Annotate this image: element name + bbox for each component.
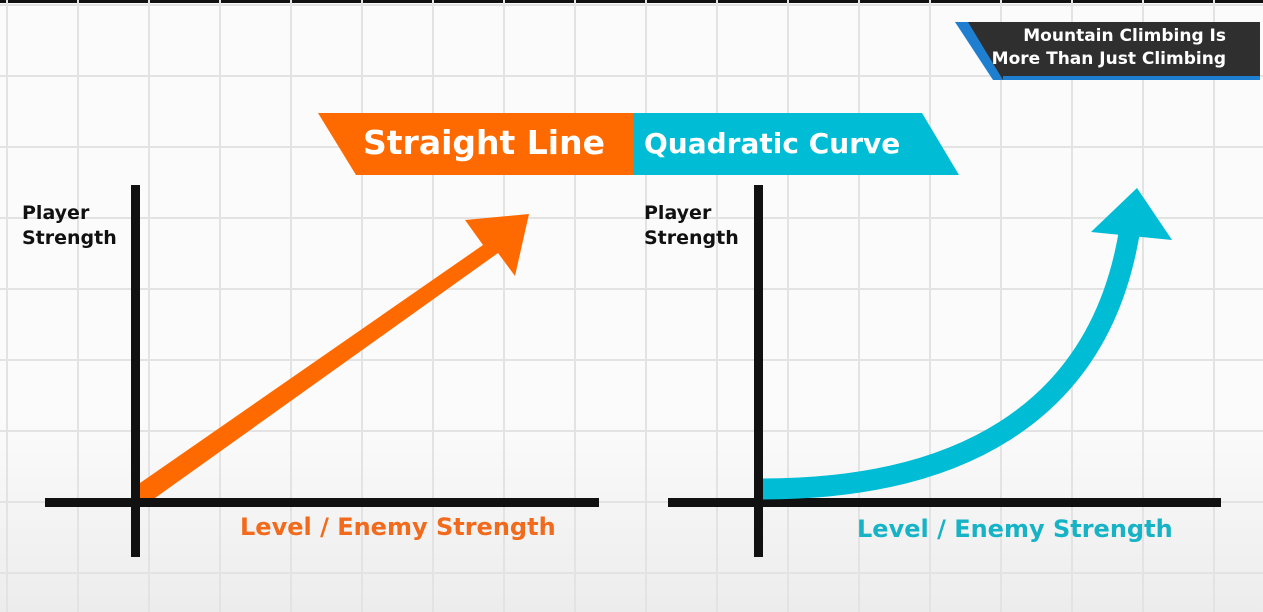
left-x-axis-label: Level / Enemy Strength xyxy=(240,513,556,541)
straight-line-arrow xyxy=(140,214,529,498)
banner-straight-line-shape xyxy=(318,113,634,175)
left-x-axis xyxy=(45,498,599,507)
right-x-axis xyxy=(668,498,1221,507)
right-y-axis-label-line-2: Strength xyxy=(644,227,739,249)
left-y-axis-label: Player Strength xyxy=(22,201,117,251)
quadratic-curve-arrowhead xyxy=(1091,188,1172,240)
right-y-axis-label-line-1: Player xyxy=(644,202,712,224)
corner-title-line-1: Mountain Climbing Is xyxy=(1023,26,1226,46)
quadratic-curve-stroke xyxy=(762,226,1141,500)
left-y-axis xyxy=(131,185,140,557)
right-x-axis-label: Level / Enemy Strength xyxy=(857,515,1173,543)
top-border xyxy=(0,0,1263,3)
corner-title: Mountain Climbing Is More Than Just Clim… xyxy=(992,25,1226,71)
right-y-axis-label: Player Strength xyxy=(644,201,739,251)
corner-title-box xyxy=(968,22,1260,80)
corner-title-line-2: More Than Just Climbing xyxy=(991,49,1226,69)
left-y-axis-label-line-1: Player xyxy=(22,202,90,224)
banner-quadratic-curve-label: Quadratic Curve xyxy=(644,127,901,160)
corner-title-underline xyxy=(1003,76,1260,80)
left-y-axis-label-line-2: Strength xyxy=(22,227,117,249)
banner-straight-line-label: Straight Line xyxy=(363,123,605,162)
banner-quadratic-curve-shape xyxy=(634,113,959,175)
right-y-axis xyxy=(754,185,763,557)
